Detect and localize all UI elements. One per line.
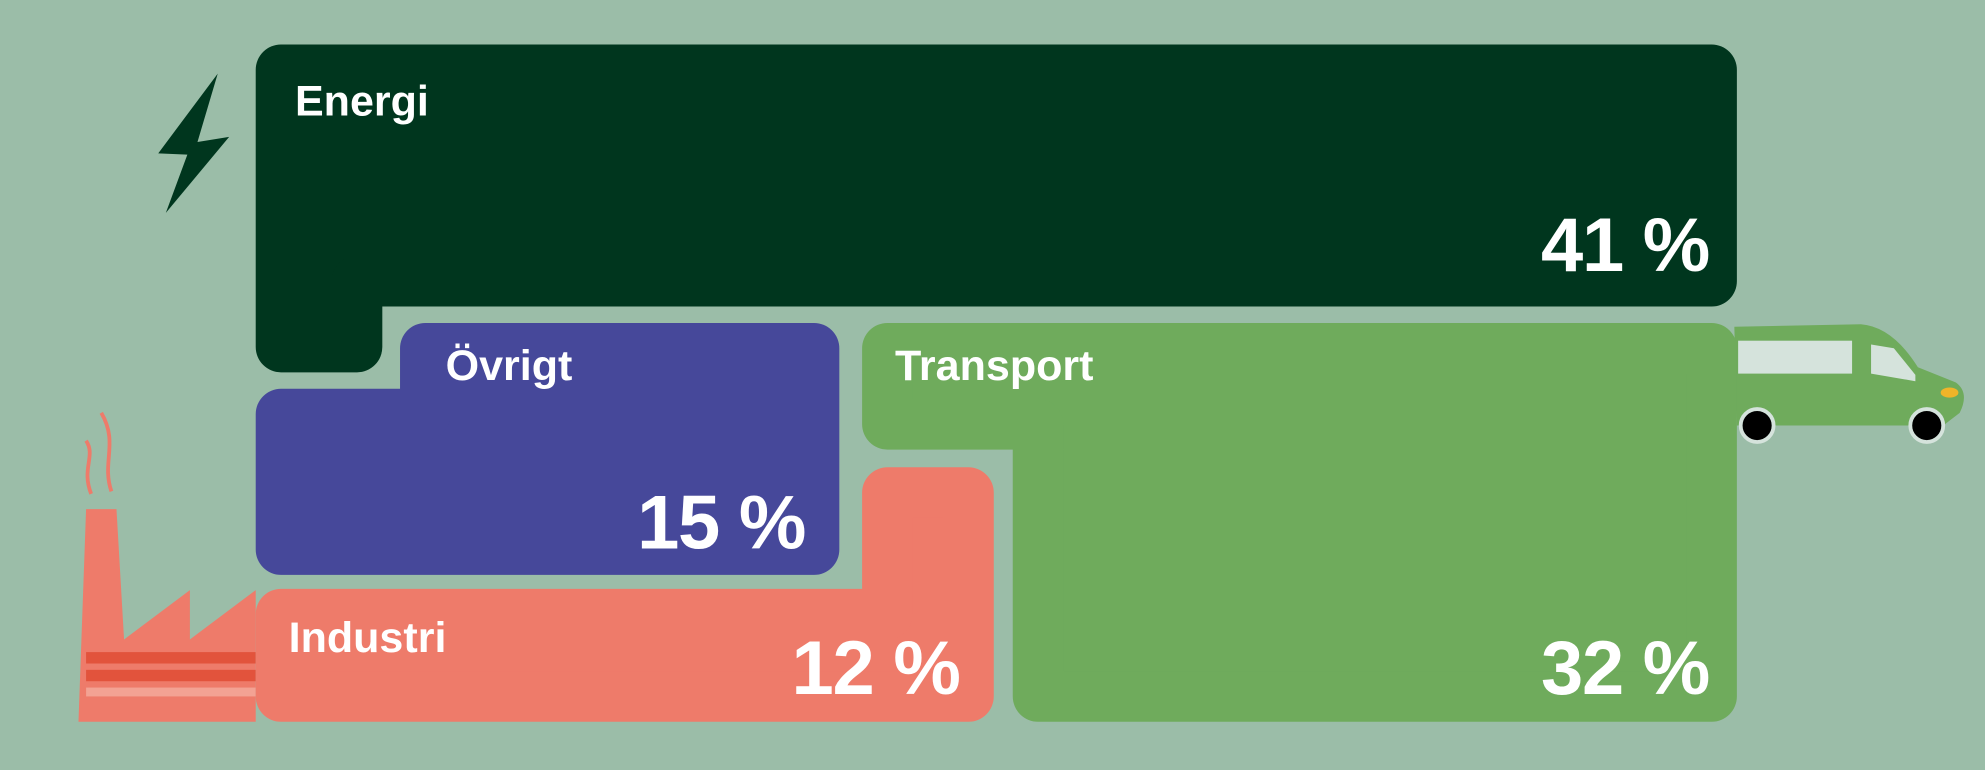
energi-area [255,44,1737,373]
factory-icon [78,411,256,722]
value-label: 15 % [637,480,805,565]
industri-area [255,467,994,722]
van-icon [1734,324,1964,444]
category-label: Transport [895,342,1093,390]
lightning-icon [158,73,230,213]
category-label: Energi [295,77,429,125]
value-label: 32 % [1541,626,1709,711]
value-label: 41 % [1541,203,1709,288]
value-label: 12 % [792,626,960,711]
transport-area [862,322,1737,722]
ovrigt-area [255,322,840,575]
category-label: Övrigt [446,342,573,390]
category-label: Industri [289,614,447,662]
